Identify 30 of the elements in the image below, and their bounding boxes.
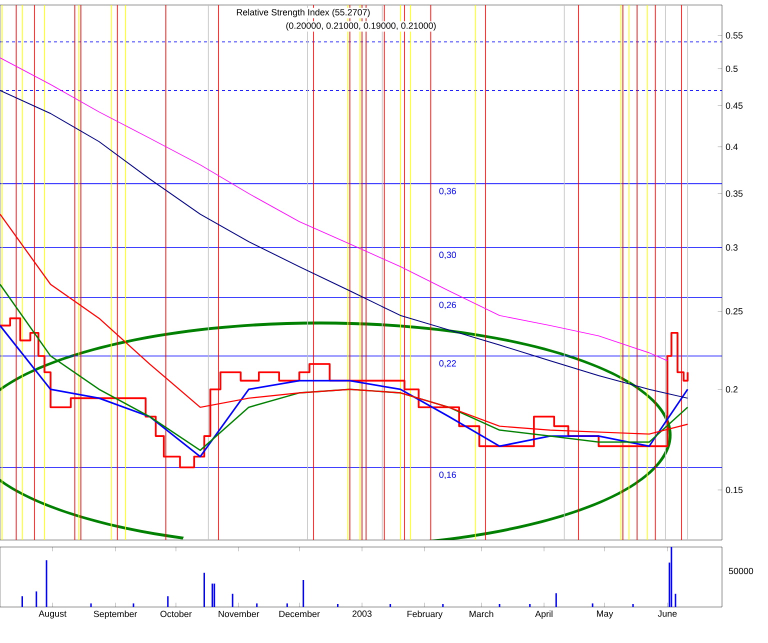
x-tick-label: April (535, 610, 552, 619)
x-tick-label: June (658, 610, 677, 617)
text: 50000 (728, 568, 754, 574)
x-tick-label: August (38, 610, 66, 619)
x-tick-label: March (470, 610, 494, 618)
x-tick-label: February (408, 610, 443, 619)
line-series (0, 57, 668, 362)
y-tick-label: 0.35 (726, 190, 743, 197)
y-tick-label: 0.3 (726, 244, 738, 251)
ref-line-label: 0,26 (439, 302, 456, 310)
y-tick-label: 0.2 (726, 386, 738, 393)
x-tick-label: 2003 (352, 610, 372, 617)
x-tick-label: October (160, 610, 192, 618)
line-series (0, 90, 688, 399)
y-tick-label: 0.45 (726, 102, 743, 109)
x-tick-label: September (94, 610, 138, 619)
chart-title: Relative Strength Index (55.2707) (236, 8, 370, 18)
text: (0.20000, 0.21000, 0.19000, 0.21000) (286, 22, 436, 31)
ref-line-label: 0,30 (439, 252, 456, 260)
y-tick-label: 0.55 (726, 32, 743, 39)
y-tick-label: 0.4 (726, 144, 738, 150)
x-tick-label: December (279, 610, 320, 618)
ref-line-label: 0,16 (439, 472, 456, 479)
y-tick-label: 0.5 (726, 66, 738, 72)
ref-line-label: 0,22 (439, 360, 456, 368)
y-tick-label: 0.15 (726, 486, 743, 494)
ref-line-label: 0,36 (439, 188, 456, 196)
x-tick-label: November (218, 610, 260, 618)
y-tick-label: 0.25 (726, 308, 743, 314)
x-tick-label: May (596, 610, 614, 619)
